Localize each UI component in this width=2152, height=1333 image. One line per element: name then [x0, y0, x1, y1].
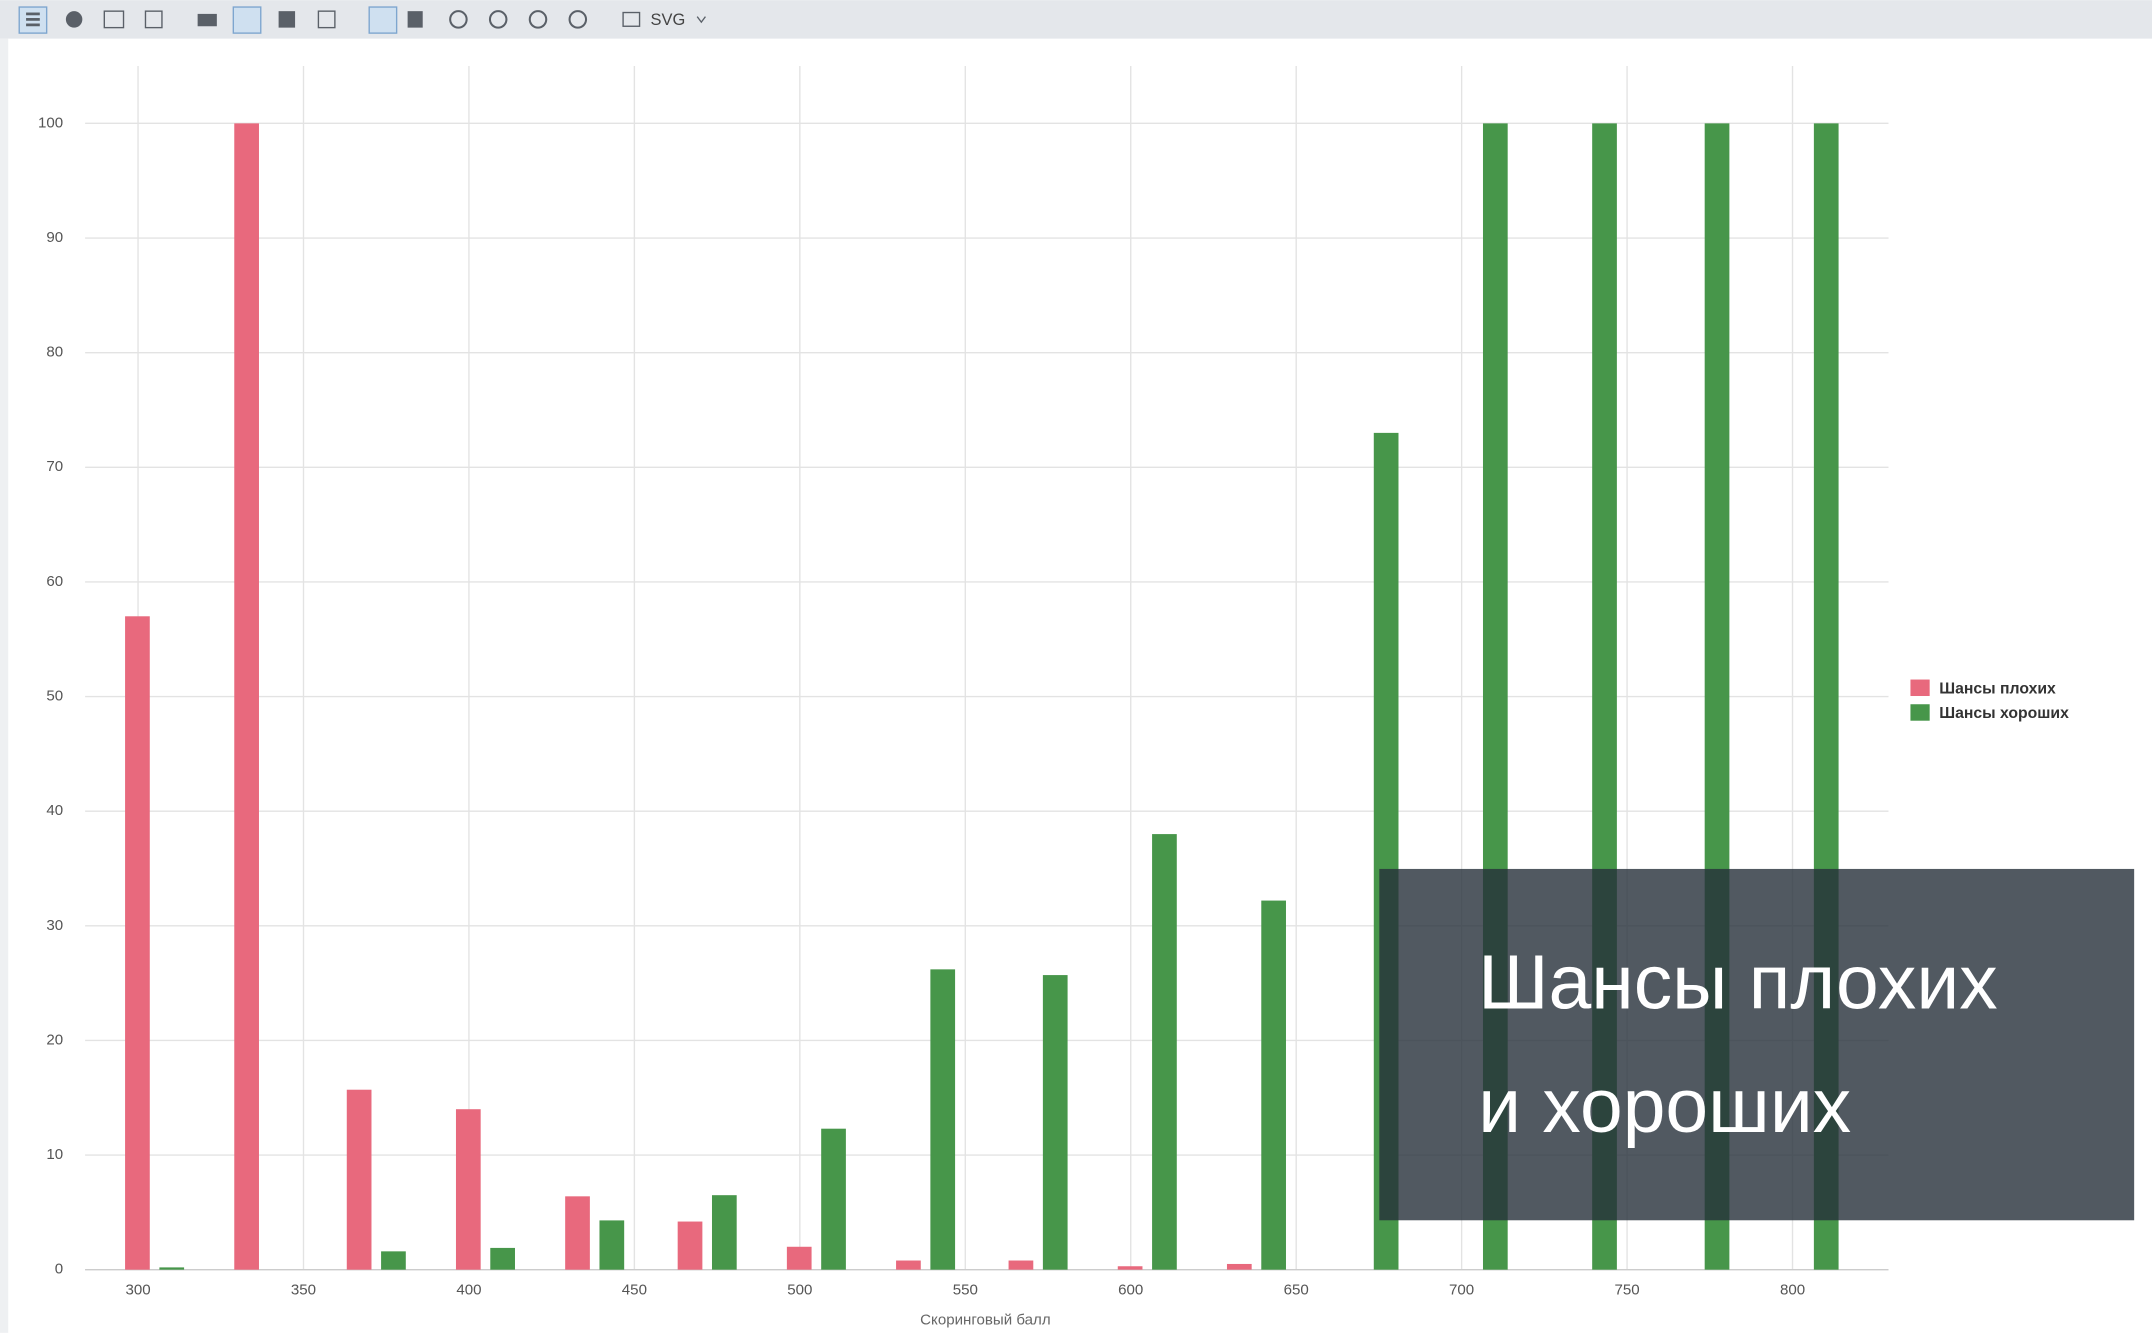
- bar: [1152, 834, 1177, 1270]
- overlay-box: [1379, 868, 2135, 1221]
- bar: [346, 1089, 372, 1270]
- bar: [565, 1196, 590, 1270]
- bar: [455, 1109, 481, 1270]
- icon: [26, 23, 40, 27]
- x-tick-label: 600: [1118, 1281, 1143, 1298]
- bar: [930, 969, 956, 1270]
- x-tick-label: 750: [1614, 1281, 1639, 1298]
- x-tick-label: 550: [953, 1281, 978, 1298]
- export-label[interactable]: SVG: [651, 11, 686, 29]
- bar: [1261, 900, 1286, 1270]
- toolbar-button[interactable]: [407, 11, 423, 28]
- x-tick-label: 500: [787, 1281, 812, 1298]
- side-panel: [0, 38, 9, 1333]
- bar: [1117, 1266, 1143, 1270]
- bar: [896, 1260, 921, 1270]
- toolbar-button[interactable]: [622, 11, 641, 27]
- y-tick-label: 90: [46, 229, 63, 246]
- y-tick-label: 80: [46, 344, 63, 361]
- bar: [821, 1128, 846, 1270]
- bar: [711, 1195, 737, 1270]
- legend-label: Шансы хороших: [1939, 705, 2069, 722]
- legend-swatch: [1910, 704, 1930, 721]
- toolbar: [0, 0, 2152, 39]
- bar: [125, 616, 150, 1270]
- y-tick-label: 10: [46, 1146, 63, 1163]
- toolbar-button[interactable]: [197, 13, 217, 27]
- bar: [1042, 975, 1068, 1270]
- bar: [159, 1267, 185, 1270]
- bar: [381, 1251, 406, 1270]
- bar: [599, 1220, 625, 1270]
- y-tick-label: 20: [46, 1031, 63, 1048]
- toolbar-icons: [18, 6, 706, 34]
- y-tick-label: 70: [46, 458, 63, 475]
- x-tick-label: 800: [1780, 1281, 1805, 1298]
- bar: [1008, 1260, 1034, 1270]
- bar: [786, 1246, 812, 1270]
- toolbar-button[interactable]: [103, 10, 125, 29]
- toolbar-button[interactable]: [317, 10, 336, 29]
- y-tick-label: 60: [46, 573, 63, 590]
- legend-label: Шансы плохих: [1939, 680, 2056, 697]
- y-tick-label: 100: [38, 114, 63, 131]
- overlay-title: и хороших: [1478, 1063, 1851, 1149]
- overlay-title: Шансы плохих: [1478, 940, 1998, 1026]
- x-tick-label: 400: [456, 1281, 481, 1298]
- toolbar-button[interactable]: [144, 10, 163, 29]
- bar: [234, 123, 259, 1270]
- toolbar-button[interactable]: [278, 11, 296, 28]
- y-tick-label: 30: [46, 917, 63, 934]
- toolbar-button[interactable]: [232, 6, 262, 34]
- toolbar-button[interactable]: [449, 10, 468, 29]
- y-tick-label: 40: [46, 802, 63, 819]
- x-axis-label: Скоринговый балл: [920, 1311, 1050, 1328]
- legend-swatch: [1910, 679, 1930, 697]
- x-tick-label: 350: [291, 1281, 316, 1298]
- icon: [26, 18, 40, 21]
- x-tick-label: 450: [622, 1281, 647, 1298]
- toolbar-button[interactable]: [568, 10, 588, 29]
- toolbar-button[interactable]: [528, 10, 548, 29]
- icon: [26, 12, 40, 16]
- toolbar-button[interactable]: [488, 10, 508, 29]
- x-tick-label: 300: [125, 1281, 150, 1298]
- bar: [1226, 1263, 1252, 1270]
- bar: [677, 1221, 703, 1270]
- toolbar-button[interactable]: [65, 11, 83, 28]
- bar: [490, 1247, 515, 1270]
- toolbar-button[interactable]: [18, 6, 48, 34]
- y-tick-label: 50: [46, 688, 63, 705]
- toolbar-button[interactable]: [368, 6, 398, 34]
- y-tick-label: 0: [55, 1261, 63, 1278]
- x-tick-label: 650: [1284, 1281, 1309, 1298]
- x-tick-label: 700: [1449, 1281, 1474, 1298]
- dropdown-arrow[interactable]: [696, 16, 706, 24]
